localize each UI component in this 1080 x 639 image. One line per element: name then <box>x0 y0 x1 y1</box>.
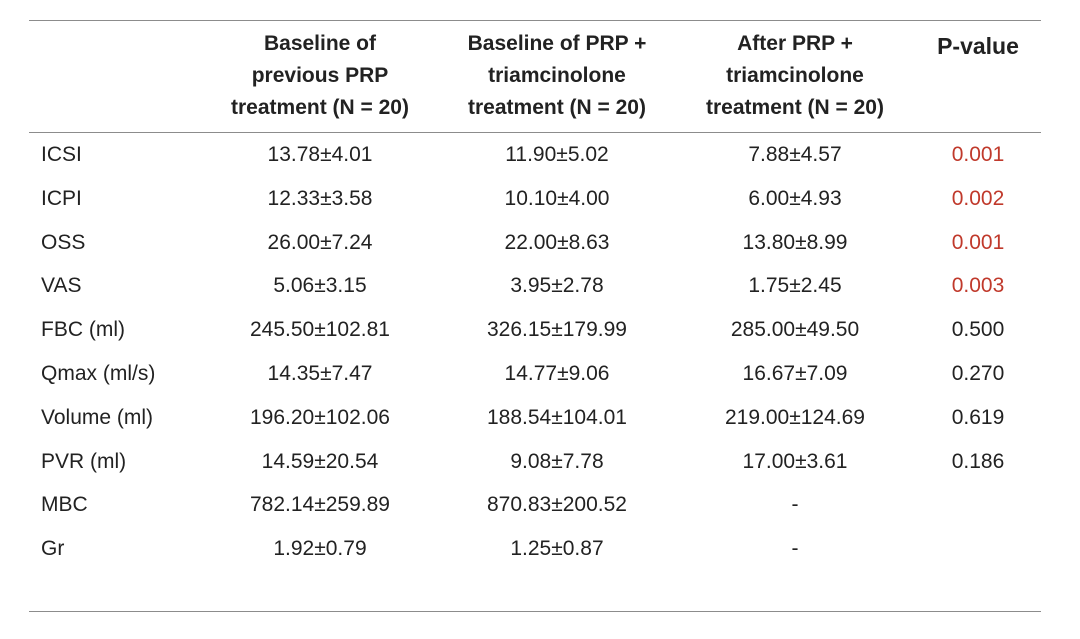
baseline-previous-prp-cell: 13.78±4.01 <box>267 143 373 166</box>
header-after-prp-triamcinolone: After PRP + triamcinolone treatment (N =… <box>706 32 884 119</box>
row-label: Volume (ml) <box>41 405 154 429</box>
p-value-cell: 0.186 <box>951 449 1005 473</box>
table-row: Qmax (ml/s) 14.35±7.47 14.77±9.06 16.67±7.0… <box>29 352 1041 396</box>
baseline-prp-triamcinolone-cell: 9.08±7.78 <box>510 449 604 473</box>
table-row: VAS 5.06±3.15 3.95±2.78 1.75±2.45 0.003 <box>29 264 1041 308</box>
baseline-previous-prp-cell: 5.06±3.15 <box>273 274 367 298</box>
after-prp-triamcinolone-cell: 13.80±8.99 <box>742 230 848 254</box>
p-value-cell: 0.001 <box>951 230 1005 254</box>
baseline-prp-triamcinolone-cell: 1.25±0.87 <box>510 537 604 561</box>
row-label: Qmax (ml/s) <box>41 362 156 385</box>
after-prp-triamcinolone-cell: 16.67±7.09 <box>742 362 848 385</box>
baseline-previous-prp-cell: 782.14±259.89 <box>250 493 390 517</box>
after-prp-triamcinolone-cell: 1.75±2.45 <box>748 274 842 298</box>
p-value-cell: 0.001 <box>951 143 1005 166</box>
header-p-value: P-value <box>937 33 1019 59</box>
table-row: ICSI 13.78±4.01 11.90±5.02 7.88±4.57 0.001 <box>29 133 1041 177</box>
baseline-prp-triamcinolone-cell: 11.90±5.02 <box>505 143 609 166</box>
table-row: Gr 1.92±0.79 1.25±0.87 - <box>29 527 1041 571</box>
header-divider-rule <box>29 132 1041 133</box>
baseline-prp-triamcinolone-cell: 326.15±179.99 <box>487 318 627 342</box>
p-value-cell <box>918 483 1038 527</box>
p-value-cell: 0.270 <box>951 362 1005 385</box>
p-value-cell: 0.002 <box>951 186 1005 210</box>
p-value-cell: 0.619 <box>951 405 1005 429</box>
table-row: ICPI 12.33±3.58 10.10±4.00 6.00±4.93 0.002 <box>29 177 1041 221</box>
header-baseline-previous-prp: Baseline of previous PRP treatment (N = … <box>231 32 409 119</box>
baseline-previous-prp-cell: 26.00±7.24 <box>267 230 373 254</box>
row-label: ICPI <box>41 186 82 210</box>
row-label: Gr <box>41 537 65 561</box>
baseline-prp-triamcinolone-cell: 188.54±104.01 <box>487 405 627 429</box>
table-row: MBC 782.14±259.89 870.83±200.52 - <box>29 483 1041 527</box>
table-row: OSS 26.00±7.24 22.00±8.63 13.80±8.99 0.001 <box>29 221 1041 265</box>
baseline-previous-prp-cell: 14.35±7.47 <box>267 362 373 385</box>
baseline-prp-triamcinolone-cell: 22.00±8.63 <box>504 230 610 254</box>
row-label: OSS <box>41 230 86 254</box>
after-prp-triamcinolone-cell: - <box>791 493 799 517</box>
after-prp-triamcinolone-cell: 6.00±4.93 <box>748 186 842 210</box>
row-label: MBC <box>41 493 88 517</box>
baseline-previous-prp-cell: 14.59±20.54 <box>261 449 379 473</box>
after-prp-triamcinolone-cell: - <box>791 537 799 561</box>
baseline-previous-prp-cell: 1.92±0.79 <box>273 537 367 561</box>
p-value-cell <box>918 527 1038 571</box>
baseline-previous-prp-cell: 245.50±102.81 <box>250 318 390 342</box>
row-label: FBC (ml) <box>41 318 125 342</box>
baseline-prp-triamcinolone-cell: 870.83±200.52 <box>487 493 627 517</box>
after-prp-triamcinolone-cell: 219.00±124.69 <box>725 405 865 429</box>
table-row: FBC (ml) 245.50±102.81 326.15±179.99 285.00… <box>29 308 1041 352</box>
after-prp-triamcinolone-cell: 17.00±3.61 <box>742 449 848 473</box>
table-row: PVR (ml) 14.59±20.54 9.08±7.78 17.00±3.61 0.… <box>29 440 1041 484</box>
row-label: VAS <box>41 274 82 298</box>
p-value-cell: 0.500 <box>951 318 1005 342</box>
baseline-prp-triamcinolone-cell: 3.95±2.78 <box>510 274 604 298</box>
header-baseline-prp-triamcinolone: Baseline of PRP + triamcinolone treatmen… <box>467 32 647 119</box>
baseline-previous-prp-cell: 196.20±102.06 <box>250 405 390 429</box>
row-label: PVR (ml) <box>41 449 127 473</box>
baseline-prp-triamcinolone-cell: 14.77±9.06 <box>504 362 610 385</box>
baseline-previous-prp-cell: 12.33±3.58 <box>267 186 373 210</box>
table-row: Volume (ml) 196.20±102.06 188.54±104.01 219… <box>29 396 1041 440</box>
p-value-cell: 0.003 <box>951 274 1005 298</box>
row-label: ICSI <box>41 143 82 166</box>
table-bottom-rule <box>29 611 1041 612</box>
after-prp-triamcinolone-cell: 285.00±49.50 <box>730 318 860 342</box>
table-top-rule <box>29 20 1041 21</box>
after-prp-triamcinolone-cell: 7.88±4.57 <box>748 143 842 166</box>
baseline-prp-triamcinolone-cell: 10.10±4.00 <box>504 186 610 210</box>
